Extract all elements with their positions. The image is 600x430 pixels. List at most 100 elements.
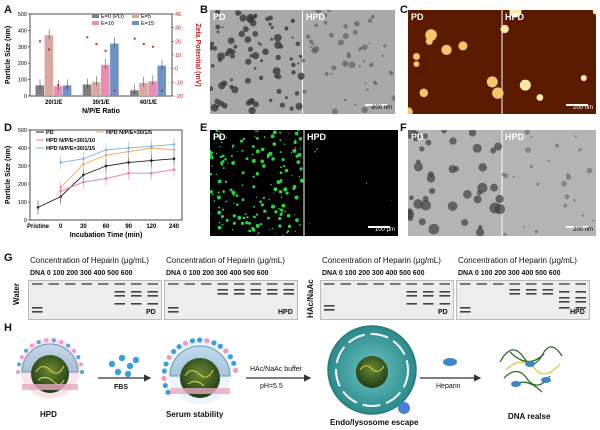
texture-dot bbox=[524, 130, 531, 135]
texture-dot bbox=[529, 164, 534, 169]
texture-dot bbox=[592, 219, 595, 222]
texture-dot bbox=[289, 106, 294, 111]
texture-dot bbox=[342, 60, 349, 67]
texture-dot bbox=[272, 130, 277, 135]
adsorbed-protein bbox=[223, 348, 229, 354]
texture-dot bbox=[574, 135, 577, 138]
texture-dot bbox=[573, 199, 576, 202]
chart-a: 0 100 200 300 400 500 -20 -10 0 10 20 30 40 20/1/E 30/… bbox=[5, 12, 201, 115]
texture-dot bbox=[295, 154, 299, 158]
texture-dot bbox=[255, 223, 260, 228]
gel-band bbox=[559, 301, 570, 303]
fbs-proteins bbox=[108, 354, 140, 378]
x-tick-label: 40/1/E bbox=[140, 100, 157, 106]
chart-d-frame bbox=[29, 129, 183, 221]
gel-well bbox=[250, 283, 261, 285]
gel-title-1: Concentration of Heparin (μg/mL) bbox=[30, 256, 149, 265]
panel-label-d: D bbox=[4, 122, 12, 134]
texture-dot bbox=[229, 85, 234, 89]
scheme-label-buffer: HAc/NaAc buffer bbox=[250, 366, 303, 373]
texture-dot bbox=[221, 223, 224, 226]
texture-dot bbox=[274, 41, 282, 49]
bar bbox=[157, 65, 167, 96]
adsorbed-protein bbox=[165, 389, 171, 395]
surface-dot bbox=[79, 362, 84, 367]
texture-dot bbox=[219, 161, 223, 165]
texture-dot bbox=[592, 10, 596, 15]
texture-dot bbox=[381, 54, 384, 58]
x-tick-label: 60 bbox=[103, 224, 110, 230]
texture-dot bbox=[216, 15, 220, 19]
texture-dot bbox=[255, 213, 259, 216]
y-tick-label: 0 bbox=[24, 94, 27, 100]
texture-dot bbox=[276, 88, 282, 94]
texture-dot bbox=[263, 209, 267, 213]
surface-dot bbox=[36, 340, 41, 345]
texture-dot bbox=[217, 191, 220, 194]
texture-dot bbox=[231, 190, 236, 195]
adsorbed-protein bbox=[227, 354, 234, 360]
zeta-point bbox=[133, 37, 136, 40]
texture-dot bbox=[295, 41, 301, 47]
texture-dot bbox=[240, 221, 245, 226]
texture-dot bbox=[245, 157, 249, 161]
gel-lanes-2: DNA 0 100 200 300 400 500 600 bbox=[166, 270, 269, 277]
gel-well bbox=[542, 283, 553, 285]
x-axis-label: N/P/E Ratio bbox=[82, 108, 120, 115]
texture-dot bbox=[292, 185, 297, 189]
y-tick-label: 200 bbox=[18, 182, 27, 188]
texture-dot bbox=[290, 152, 293, 154]
texture-dot bbox=[408, 107, 413, 114]
texture-dot bbox=[220, 214, 224, 219]
texture-dot bbox=[254, 159, 256, 161]
zeta-point bbox=[104, 49, 107, 53]
adsorbed-protein bbox=[211, 340, 217, 346]
gel-image-4 bbox=[456, 280, 590, 320]
texture-dot bbox=[309, 222, 311, 224]
texture-dot bbox=[211, 165, 213, 167]
gel-well bbox=[575, 283, 586, 285]
gel-well bbox=[357, 283, 368, 285]
texture-dot bbox=[312, 42, 315, 46]
texture-dot bbox=[255, 149, 260, 154]
legend-label: HPD N/P/E=30/1/15 bbox=[46, 146, 95, 152]
texture-dot bbox=[298, 136, 303, 141]
texture-dot bbox=[254, 136, 256, 138]
texture-dot bbox=[248, 106, 256, 114]
texture-dot bbox=[359, 46, 363, 51]
x-tick-label: 30/1/E bbox=[92, 100, 109, 106]
gel-well bbox=[217, 283, 228, 285]
texture-dot bbox=[227, 37, 235, 45]
texture-dot bbox=[263, 136, 266, 139]
afm-c-left-label: PD bbox=[411, 12, 424, 22]
texture-dot bbox=[218, 82, 226, 90]
fbs-dot bbox=[124, 370, 132, 378]
texture-dot bbox=[270, 134, 275, 139]
texture-dot bbox=[259, 223, 263, 226]
surface-dot bbox=[59, 340, 64, 345]
texture-dot bbox=[352, 29, 358, 35]
texture-dot bbox=[408, 215, 414, 222]
texture-dot bbox=[287, 224, 292, 229]
x-tick-label: Pristine bbox=[27, 224, 50, 230]
gel-tag-2: HPD bbox=[278, 309, 293, 316]
texture-dot bbox=[242, 26, 249, 33]
y2-tick-label: 30 bbox=[175, 26, 181, 32]
gel-image-3 bbox=[320, 280, 454, 320]
texture-dot bbox=[501, 172, 505, 177]
y-tick-label: 500 bbox=[18, 128, 27, 134]
texture-dot bbox=[314, 23, 319, 28]
texture-dot bbox=[273, 187, 277, 191]
texture-dot bbox=[298, 54, 303, 59]
texture-dot bbox=[364, 82, 367, 85]
gel-side-label-water: Water bbox=[12, 283, 21, 305]
texture-dot bbox=[270, 25, 274, 30]
y-tick-label: 400 bbox=[18, 28, 27, 34]
texture-dot bbox=[492, 87, 504, 99]
texture-dot bbox=[547, 159, 550, 163]
texture-dot bbox=[310, 45, 313, 48]
hpd-particle bbox=[20, 338, 80, 398]
y2-tick-label: 40 bbox=[175, 12, 181, 18]
texture-dot bbox=[210, 155, 214, 160]
